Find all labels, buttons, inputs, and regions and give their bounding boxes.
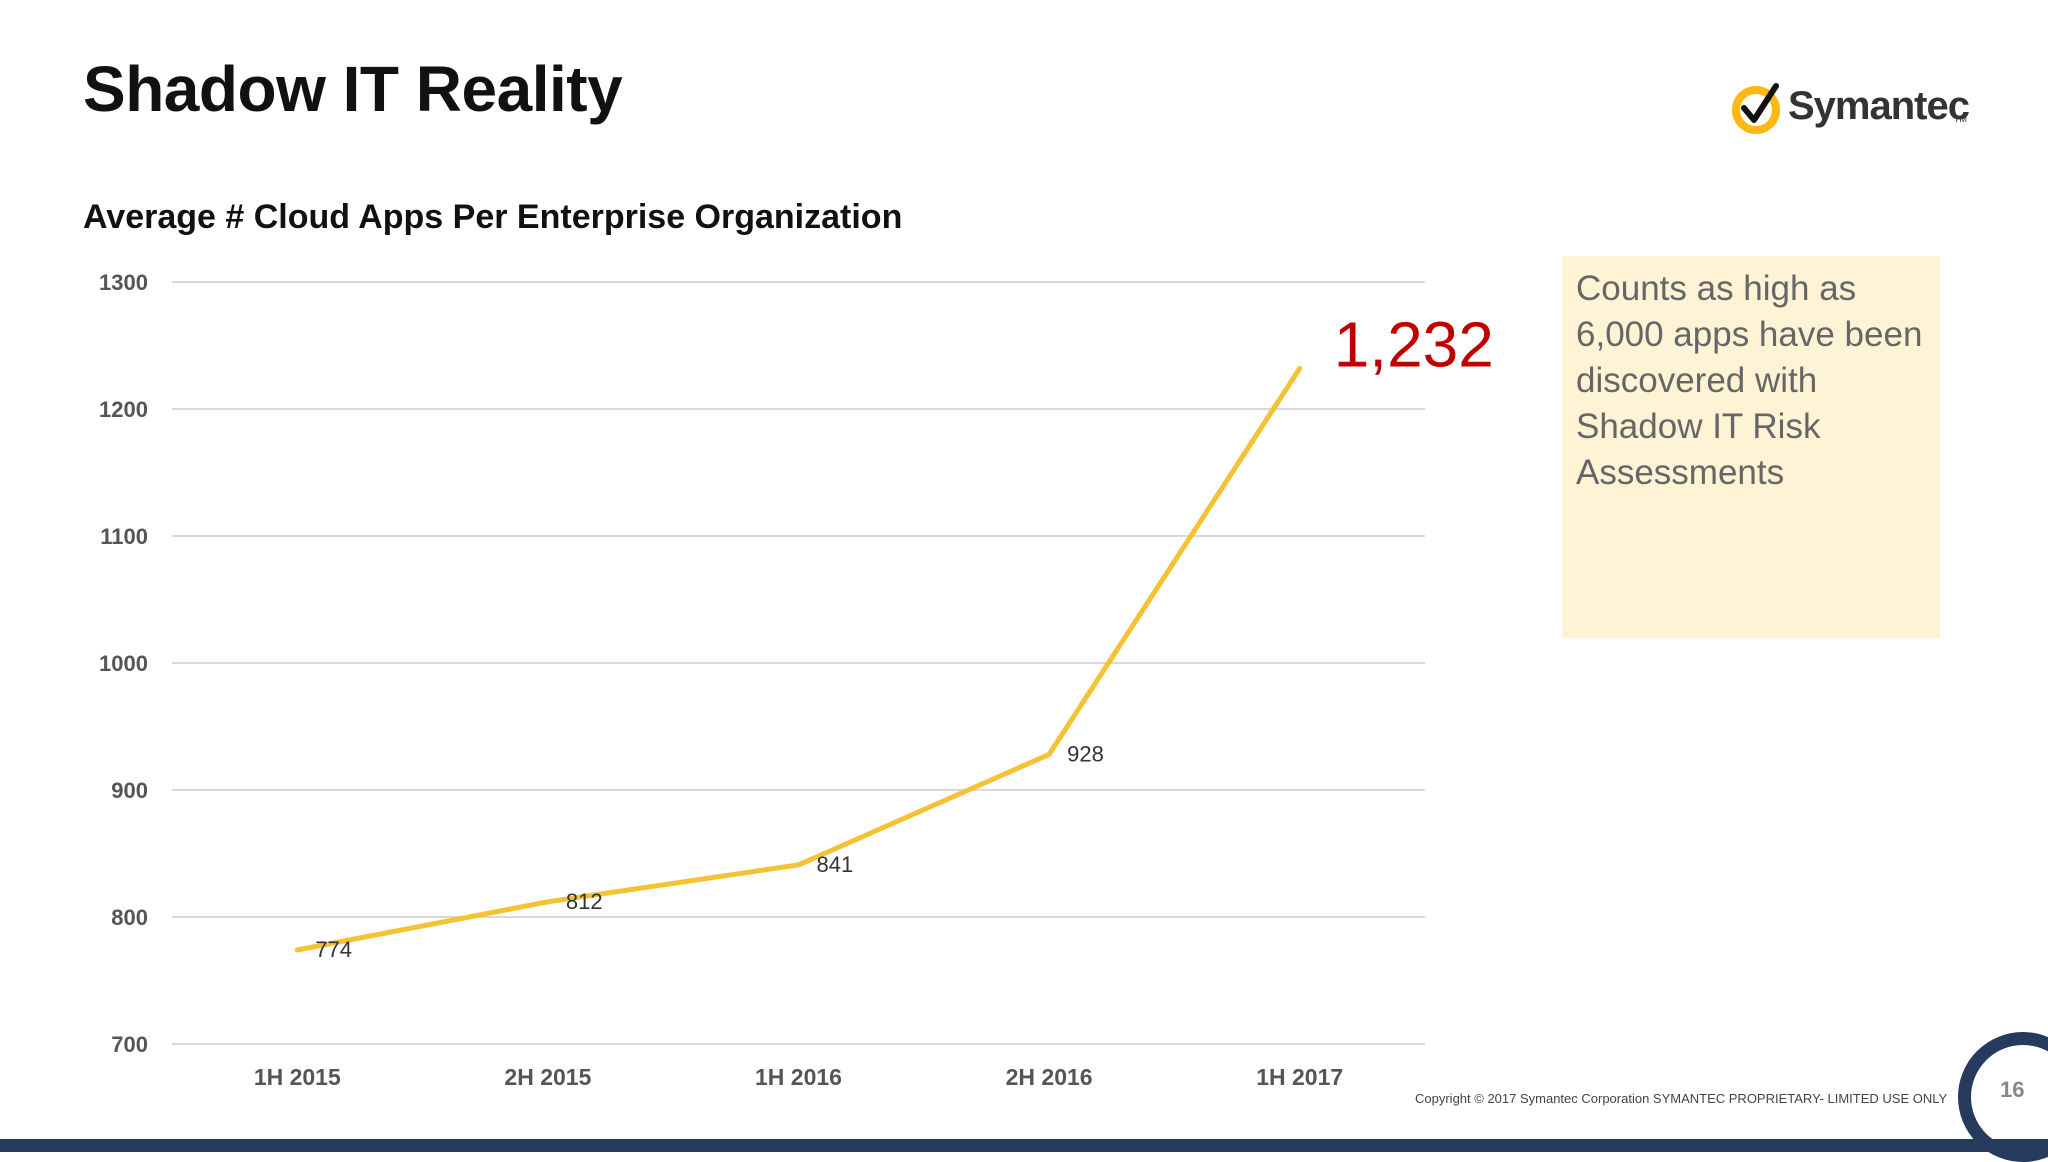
data-label-highlight: 1,232 (1334, 308, 1494, 380)
symantec-logo: Symantec TM (1730, 70, 1970, 140)
x-tick-label: 2H 2015 (504, 1064, 591, 1090)
x-tick-label: 1H 2015 (254, 1064, 341, 1090)
y-tick-label: 900 (111, 778, 148, 803)
y-tick-label: 1200 (99, 397, 148, 422)
y-tick-label: 800 (111, 905, 148, 930)
chart-title: Average # Cloud Apps Per Enterprise Orga… (83, 198, 903, 236)
bottom-bar (0, 1139, 2048, 1152)
y-tick-label: 1100 (100, 524, 148, 549)
logo-wordmark: Symantec (1788, 84, 1970, 128)
slide-title: Shadow IT Reality (83, 53, 623, 125)
data-labels: 774 812 841 928 1,232 (315, 308, 1494, 962)
x-axis-ticks: 1H 2015 2H 2015 1H 2016 2H 2016 1H 2017 (254, 1064, 1343, 1090)
data-label: 812 (566, 889, 603, 914)
x-tick-label: 2H 2016 (1006, 1064, 1093, 1090)
y-tick-label: 1000 (99, 651, 148, 676)
copyright-text: Copyright © 2017 Symantec Corporation SY… (1415, 1091, 1948, 1106)
x-tick-label: 1H 2016 (755, 1064, 842, 1090)
data-label: 774 (315, 937, 352, 962)
page-number: 16 (2000, 1077, 2025, 1102)
data-label: 841 (817, 852, 854, 877)
logo-trademark: TM (1954, 114, 1967, 124)
y-tick-label: 1300 (99, 270, 148, 295)
x-tick-label: 1H 2017 (1256, 1064, 1343, 1090)
series-layer (294, 365, 1303, 953)
checkmark-logo-icon (1732, 83, 1780, 134)
series-line (294, 365, 1303, 953)
data-label: 928 (1067, 741, 1104, 766)
callout-box: Counts as high as 6,000 apps have been d… (1562, 256, 1940, 638)
y-axis-ticks: 700 800 900 1000 1100 1200 1300 (99, 270, 148, 1057)
y-tick-label: 700 (111, 1032, 148, 1057)
gridlines (172, 281, 1425, 1045)
